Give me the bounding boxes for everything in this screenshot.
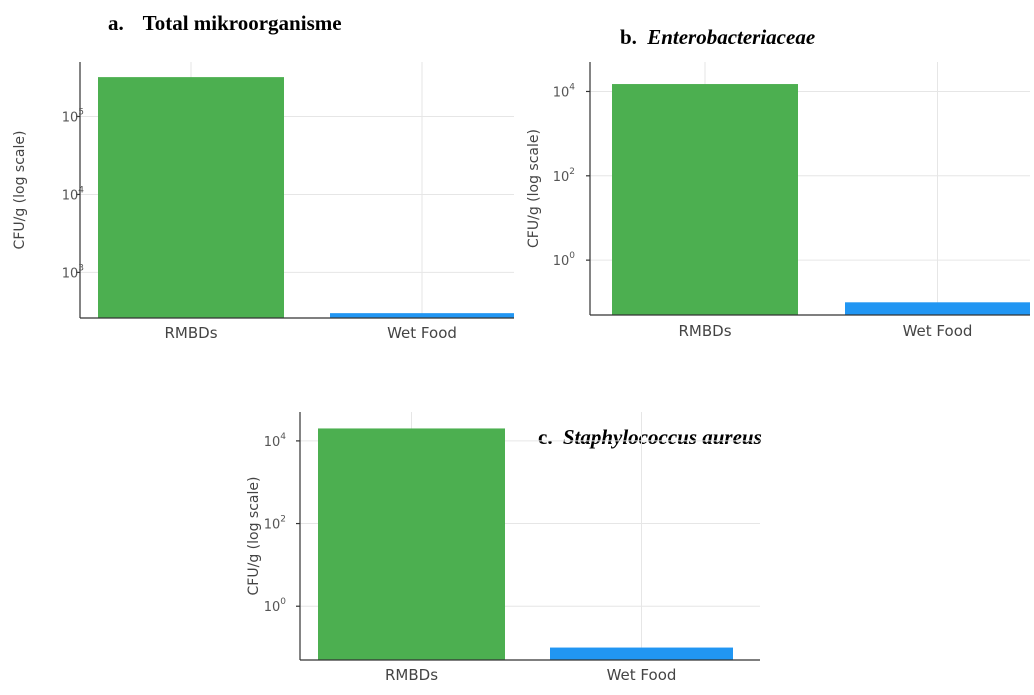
panel-a-title-text: Total mikroorganisme: [143, 11, 342, 35]
x-tick-label: RMBDs: [385, 666, 438, 684]
x-tick-label: RMBDs: [678, 322, 731, 340]
y-axis-label: CFU/g (log scale): [526, 129, 542, 248]
y-tick-label: 104: [264, 432, 287, 450]
panel-a-label: a.: [108, 11, 124, 35]
panel-b-title: b. Enterobacteriaceae: [620, 25, 815, 49]
y-axis-label: CFU/g (log scale): [12, 131, 28, 250]
chart-panel-a: 103 104 105 RMBDs Wet Food CFU/g (log scale): [12, 62, 514, 342]
panel-a-title: a. Total mikroorganisme: [108, 11, 342, 35]
bar-wet-food: [845, 302, 1030, 315]
bar-wet-food: [550, 647, 733, 660]
panel-c-title-text: Staphylococcus aureus: [563, 425, 762, 449]
bar-wet-food: [330, 313, 514, 318]
y-tick-label: 100: [553, 251, 576, 269]
y-tick-label: 100: [264, 597, 287, 615]
bar-rmbds: [612, 84, 798, 315]
y-tick-label: 103: [62, 263, 84, 281]
chart-panel-b: 100 102 104 RMBDs Wet Food CFU/g (log scale): [526, 62, 1030, 340]
y-tick-label: 102: [264, 515, 286, 533]
x-tick-label: Wet Food: [607, 666, 677, 684]
panel-b-title-text: Enterobacteriaceae: [646, 25, 815, 49]
y-tick-label: 105: [62, 107, 84, 125]
x-tick-label: Wet Food: [903, 322, 973, 340]
bar-rmbds: [318, 428, 505, 660]
y-axis-label: CFU/g (log scale): [246, 477, 262, 596]
y-tick-label: 104: [553, 82, 576, 100]
y-tick-label: 104: [62, 185, 85, 203]
panel-c-label: c.: [538, 425, 553, 449]
x-tick-label: Wet Food: [387, 324, 457, 342]
y-tick-label: 102: [553, 167, 575, 185]
bar-rmbds: [98, 77, 284, 318]
chart-panel-c: 100 102 104 RMBDs Wet Food CFU/g (log scale): [246, 412, 760, 684]
x-tick-label: RMBDs: [164, 324, 217, 342]
panel-b-label: b.: [620, 25, 637, 49]
panel-c-title: c. Staphylococcus aureus: [538, 425, 762, 449]
